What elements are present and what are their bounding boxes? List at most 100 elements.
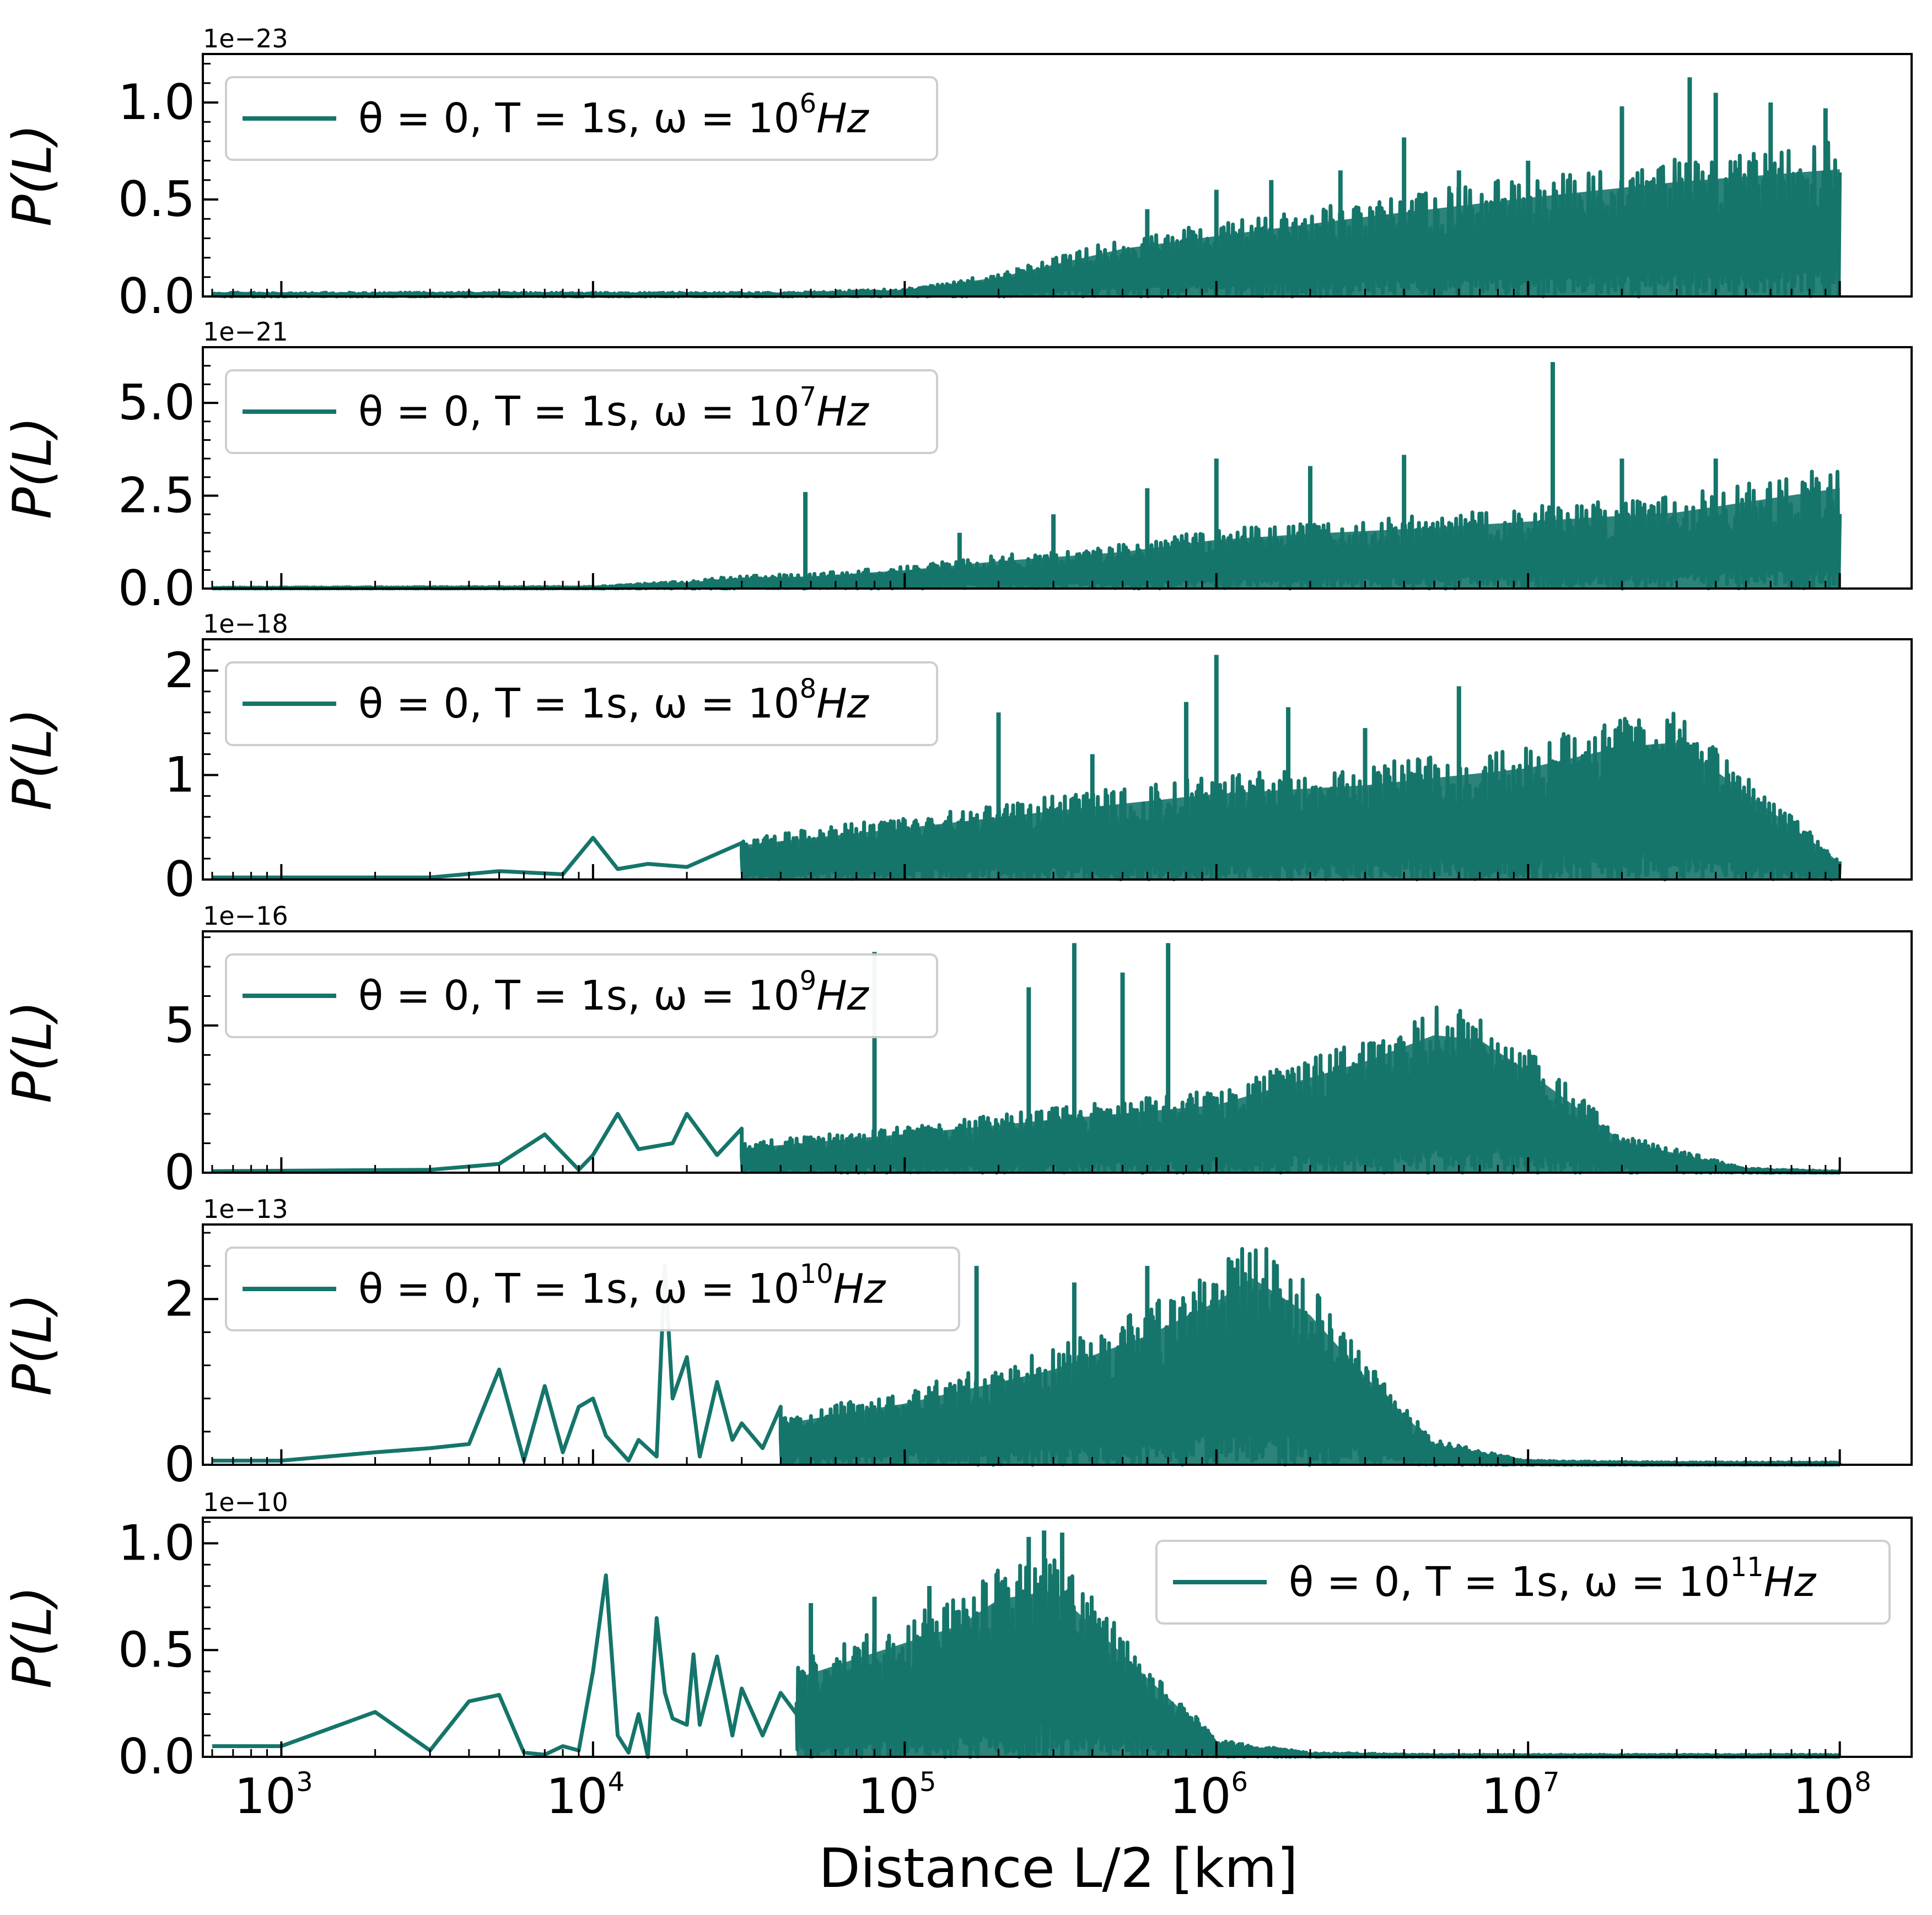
legend-omega-exponent: 10	[800, 1259, 833, 1290]
axes-frame	[202, 53, 1913, 298]
y-scale-offset: 1e−16	[203, 901, 288, 931]
legend-T: T = 1s,	[482, 95, 641, 142]
legend-theta: θ = 0,	[358, 972, 482, 1019]
series-peaks	[974, 1266, 1150, 1465]
x-tick-exponent: 4	[608, 1767, 625, 1798]
legend-box	[225, 369, 938, 454]
y-axis-title: P(L)	[2, 417, 63, 519]
legend-omega_base: ω = 10	[641, 1265, 800, 1313]
legend-T: T = 1s,	[1413, 1558, 1571, 1606]
x-tick-exponent: 3	[296, 1767, 313, 1798]
y-axis-title: P(L)	[2, 1586, 63, 1689]
x-tick-exponent: 5	[919, 1767, 937, 1798]
legend-omega_base: ω = 10	[641, 95, 800, 142]
y-tick-label: 2.5	[118, 467, 195, 524]
legend-unit: Hz	[816, 680, 870, 727]
subplot-6: 0.0 0.5 1.0 1e−10 P(L) θ = 0, T = 1s, ω = 101…	[2, 1487, 1913, 1785]
y-axis-title: P(L)	[2, 1293, 63, 1396]
oscillation-band	[781, 1278, 1840, 1465]
x-tick-base: 10	[858, 1768, 919, 1825]
x-tick-exponent: 7	[1543, 1767, 1560, 1798]
subplot-2: 0.0 2.5 5.0 1e−21 P(L) θ = 0, T = 1s, ω = 107…	[2, 317, 1913, 617]
x-tick-label: 105	[858, 1767, 937, 1825]
legend-omega-exponent: 7	[800, 381, 817, 412]
y-tick-label: 0	[164, 1144, 195, 1201]
y-scale-offset: 1e−21	[203, 317, 288, 347]
y-tick-label: 0.5	[118, 171, 195, 228]
y-tick-label: 1	[164, 746, 195, 803]
subplot-stack: 0.0 0.5 1.0 1e−23 P(L) θ = 0, T = 1s, ω = 106…	[2, 24, 1913, 1785]
legend-label: θ = 0, T = 1s, ω = 106Hz	[358, 88, 870, 142]
x-tick-exponent: 6	[1231, 1767, 1248, 1798]
x-tick-base: 10	[1793, 1768, 1854, 1825]
legend-label: θ = 0, T = 1s, ω = 109Hz	[358, 965, 870, 1019]
y-scale-offset: 1e−23	[203, 24, 288, 53]
legend-label: θ = 0, T = 1s, ω = 107Hz	[358, 381, 870, 435]
subplot-1: 0.0 0.5 1.0 1e−23 P(L) θ = 0, T = 1s, ω = 106…	[2, 24, 1913, 325]
x-tick-label: 103	[234, 1767, 313, 1825]
legend-label: θ = 0, T = 1s, ω = 1011Hz	[1289, 1552, 1817, 1606]
x-tick-base: 10	[234, 1768, 296, 1825]
legend-omega_base: ω = 10	[1571, 1558, 1730, 1606]
legend-box	[225, 76, 938, 161]
y-tick-label: 0	[164, 1436, 195, 1493]
legend-T: T = 1s,	[482, 680, 641, 727]
y-tick-label: 5.0	[118, 374, 195, 431]
y-tick-label: 0.5	[118, 1621, 195, 1678]
oscillation-band	[741, 742, 1840, 880]
legend-label: θ = 0, T = 1s, ω = 1010Hz	[358, 1259, 886, 1313]
legend-unit: Hz	[816, 972, 870, 1019]
x-axis-labels: 103 104 105 106 107 108	[234, 1767, 1871, 1825]
oscillation-band	[797, 1590, 1840, 1757]
legend: θ = 0, T = 1s, ω = 109Hz	[225, 953, 938, 1038]
legend-T: T = 1s,	[482, 388, 641, 435]
legend-box	[1155, 1540, 1891, 1625]
x-tick-base: 10	[1170, 1768, 1231, 1825]
legend-box	[225, 1247, 960, 1331]
y-axis-title: P(L)	[2, 124, 63, 226]
legend-omega-exponent: 11	[1730, 1552, 1764, 1583]
axes-frame	[202, 638, 1913, 881]
legend-theta: θ = 0,	[358, 1265, 482, 1313]
y-tick-label: 1.0	[118, 74, 195, 131]
x-tick-exponent: 8	[1854, 1767, 1871, 1798]
axes-frame	[202, 346, 1913, 590]
y-tick-label: 2	[164, 642, 195, 699]
legend: θ = 0, T = 1s, ω = 1011Hz	[1155, 1540, 1891, 1625]
x-tick-label: 106	[1170, 1767, 1248, 1825]
subplot-3: 0 1 2 1e−18 P(L) θ = 0, T = 1s, ω = 108Hz	[2, 609, 1913, 908]
axes-frame	[202, 930, 1913, 1174]
y-tick-label: 0	[164, 851, 195, 908]
series-peaks	[809, 1530, 1064, 1757]
legend-theta: θ = 0,	[358, 388, 482, 435]
x-tick-label: 104	[546, 1767, 625, 1825]
legend-theta: θ = 0,	[358, 680, 482, 727]
oscillation-band	[741, 1035, 1840, 1173]
legend: θ = 0, T = 1s, ω = 1010Hz	[225, 1247, 960, 1331]
legend: θ = 0, T = 1s, ω = 108Hz	[225, 661, 938, 746]
legend-omega_base: ω = 10	[641, 680, 800, 727]
y-axis-title: P(L)	[2, 708, 63, 811]
y-scale-offset: 1e−18	[203, 609, 288, 639]
y-tick-label: 2	[164, 1270, 195, 1327]
series-peaks	[996, 655, 1461, 880]
legend-omega_base: ω = 10	[641, 388, 800, 435]
x-tick-base: 10	[546, 1768, 608, 1825]
legend-T: T = 1s,	[482, 972, 641, 1019]
subplot-5: 0 2 1e−13 P(L) θ = 0, T = 1s, ω = 1010Hz	[2, 1194, 1913, 1493]
y-tick-label: 0.0	[118, 1728, 195, 1785]
legend-unit: Hz	[816, 95, 870, 142]
legend-theta: θ = 0,	[358, 95, 482, 142]
y-scale-offset: 1e−13	[203, 1194, 288, 1224]
x-tick-label: 107	[1481, 1767, 1560, 1825]
oscillation-band	[212, 169, 1840, 296]
subplot-4: 0 5 1e−16 P(L) θ = 0, T = 1s, ω = 109Hz	[2, 901, 1913, 1201]
series-peaks	[803, 362, 1718, 589]
axes-frame	[202, 1517, 1913, 1758]
legend-unit: Hz	[816, 388, 870, 435]
legend: θ = 0, T = 1s, ω = 107Hz	[225, 369, 938, 454]
y-scale-offset: 1e−10	[203, 1487, 288, 1517]
legend-omega-exponent: 8	[800, 673, 817, 704]
y-tick-label: 0.0	[118, 560, 195, 617]
